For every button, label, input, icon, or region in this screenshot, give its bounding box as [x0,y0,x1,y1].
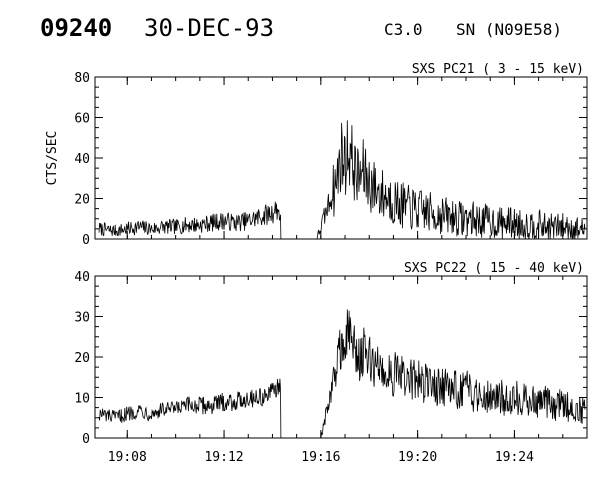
flare-class: C3.0 [384,20,423,39]
y-tick-label: 80 [74,71,90,86]
chart-title: SXS PC22 ( 15 - 40 keV) [404,261,584,276]
y-tick-label: 40 [74,152,90,167]
chart-title: SXS PC21 ( 3 - 15 keV) [412,62,584,77]
y-tick-label: 30 [74,311,90,326]
event-id: 09240 [40,14,113,42]
event-date: 30-DEC-93 [144,14,275,42]
chart-panel-2: 0 10 20 30 40 19:08 19:12 19:16 19:20 19:24 SXS PC… [74,261,588,465]
y-axis-label: CTS/SEC [45,131,60,186]
y-tick-label: 20 [74,193,90,208]
x-tick-label: 19:16 [301,450,340,465]
y-tick-label: 40 [74,270,90,285]
y-tick-label: 10 [74,392,90,407]
y-tick-label: 0 [82,432,90,447]
x-tick-label: 19:20 [398,450,437,465]
x-tick-label: 19:08 [108,450,147,465]
series-line [98,120,586,240]
chart-panel-1: 0 20 40 60 80 SXS PC21 ( 3 - 15 keV) CTS/SEC [45,62,588,248]
y-tick-label: 0 [82,233,90,248]
series-line [98,309,586,439]
y-tick-label: 20 [74,351,90,366]
x-tick-label: 19:24 [495,450,534,465]
x-tick-label: 19:12 [204,450,243,465]
flare-location: SN (N09E58) [456,20,562,39]
y-tick-label: 60 [74,112,90,127]
